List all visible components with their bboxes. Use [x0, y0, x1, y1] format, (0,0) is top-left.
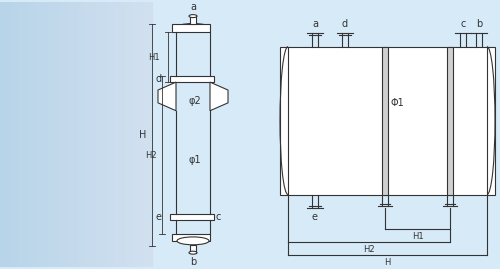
Ellipse shape [81, 36, 109, 44]
Bar [190, 16, 196, 24]
Text: b: b [476, 19, 482, 29]
Text: H2: H2 [363, 245, 375, 254]
Text: H1: H1 [148, 52, 160, 62]
Text: c: c [215, 212, 220, 222]
Bar [69, 148, 121, 160]
Text: a: a [312, 19, 318, 29]
Bar [77, 40, 113, 48]
Bar [0, 2, 153, 267]
Text: H: H [138, 130, 146, 140]
Text: b: b [190, 257, 196, 267]
Text: H: H [384, 258, 390, 267]
Text: H2: H2 [146, 151, 157, 160]
Polygon shape [158, 82, 176, 111]
Text: d: d [156, 74, 162, 84]
Polygon shape [71, 86, 119, 111]
Bar [59, 151, 69, 157]
Text: φ1: φ1 [188, 155, 202, 165]
Bar [84, 101, 106, 239]
Bar [170, 76, 214, 82]
Text: e: e [156, 212, 162, 222]
Ellipse shape [177, 237, 209, 245]
Bar [121, 151, 131, 157]
Bar [172, 24, 210, 32]
Ellipse shape [75, 253, 115, 261]
Text: φ2: φ2 [188, 96, 202, 106]
Ellipse shape [81, 242, 109, 252]
Bar [77, 239, 113, 247]
Bar [84, 47, 106, 111]
Polygon shape [210, 82, 228, 111]
Bar [190, 245, 196, 253]
Bar [382, 47, 388, 194]
Text: a: a [190, 2, 196, 12]
Bar [172, 234, 210, 241]
Ellipse shape [176, 23, 210, 32]
Ellipse shape [189, 15, 197, 17]
Text: e: e [312, 212, 318, 222]
Bar [447, 47, 453, 194]
Bar [280, 47, 495, 194]
Text: c: c [460, 19, 466, 29]
Ellipse shape [189, 251, 197, 254]
Text: d: d [342, 19, 348, 29]
Text: H1: H1 [412, 232, 424, 241]
Text: Φ1: Φ1 [390, 98, 404, 108]
Bar [170, 214, 214, 220]
Bar [90, 30, 100, 40]
Ellipse shape [89, 27, 101, 32]
